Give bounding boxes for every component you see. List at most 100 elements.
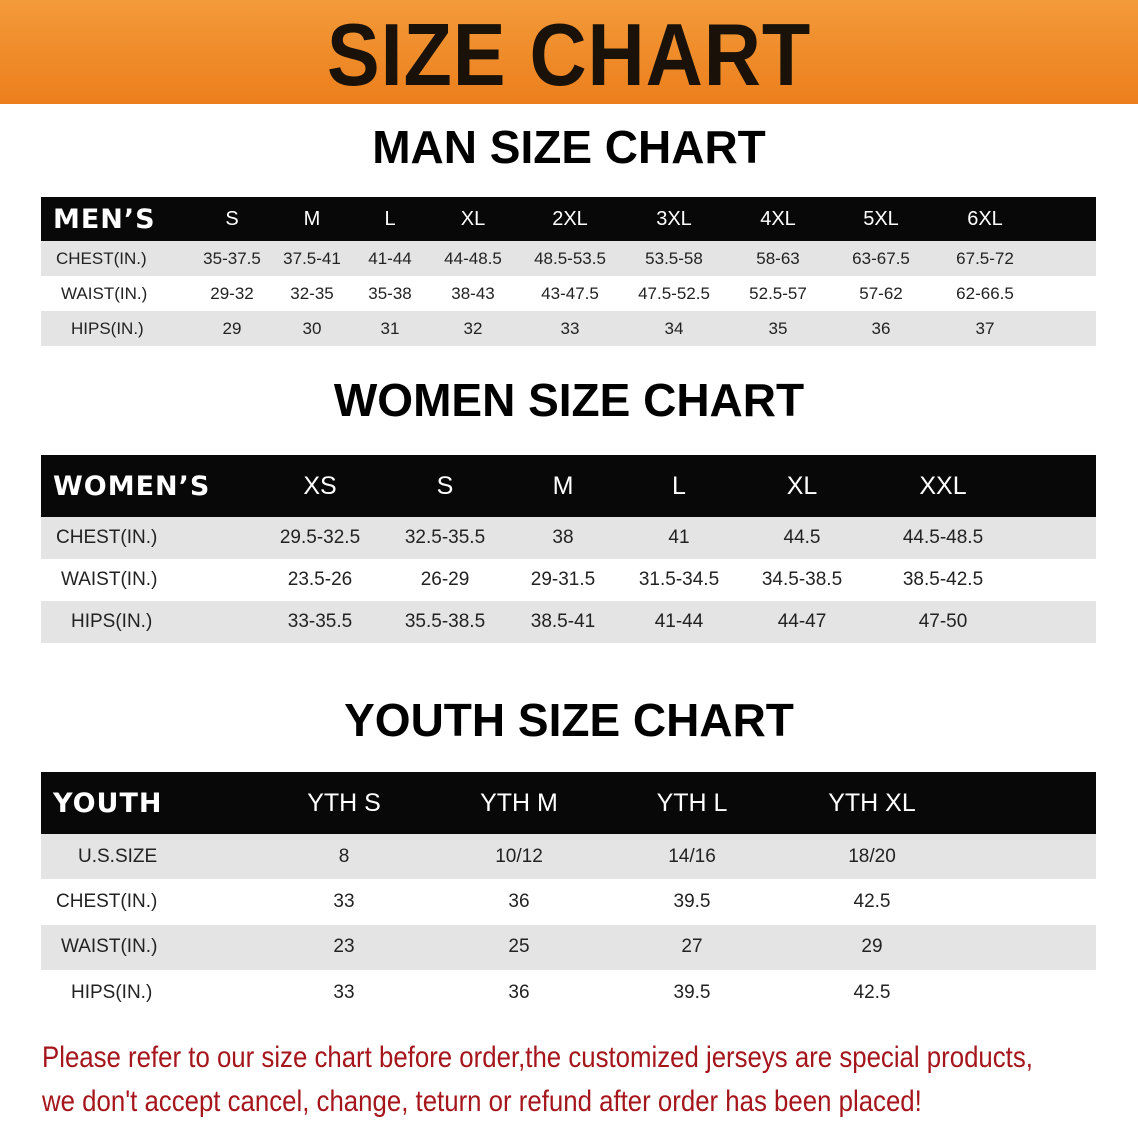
table-cell: 36: [871, 318, 891, 338]
table-cell: 42.5: [853, 890, 891, 912]
men-header-label: MEN’S: [53, 203, 156, 235]
order-notice: Please refer to our size chart before or…: [42, 1036, 1138, 1124]
table-cell: 30: [302, 318, 322, 338]
table-cell: 31.5-34.5: [638, 569, 720, 590]
size-column-header: YTH L: [656, 788, 728, 817]
table-cell: 37: [975, 318, 995, 338]
table-row: CHEST(IN.) 29.5-32.5 32.5-35.5 38 41 44.5 44.5…: [41, 517, 1096, 559]
row-label: HIPS(IN.): [71, 318, 144, 338]
table-cell: 34.5-38.5: [761, 569, 843, 590]
table-cell: 29: [222, 318, 242, 338]
size-chart-banner: SIZE CHART: [0, 0, 1138, 104]
men-header-row: MEN’S S M L XL 2XL 3XL 4XL 5XL 6XL: [41, 197, 1096, 241]
table-cell: 33-35.5: [287, 611, 353, 632]
size-column-header: 3XL: [656, 207, 692, 230]
size-column-header: XL: [460, 207, 486, 230]
table-cell: 36: [508, 981, 530, 1003]
size-column-header: L: [672, 471, 686, 500]
table-cell: 48.5-53.5: [534, 248, 606, 268]
size-column-header: YTH M: [480, 788, 558, 817]
notice-line-2: we don't accept cancel, change, teturn o…: [42, 1085, 922, 1118]
youth-header-label: YOUTH: [53, 787, 163, 819]
table-row: WAIST(IN.) 23.5-26 26-29 29-31.5 31.5-34.5 34…: [41, 559, 1096, 601]
table-cell: 23: [333, 936, 355, 958]
size-column-header: XXL: [919, 471, 967, 500]
table-cell: 35.5-38.5: [404, 611, 486, 632]
size-column-header: M: [552, 471, 574, 500]
row-label: WAIST(IN.): [61, 936, 158, 958]
size-column-header: S: [436, 471, 454, 500]
table-cell: 29-31.5: [530, 569, 596, 590]
table-cell: 41-44: [368, 248, 412, 268]
table-cell: 44.5-48.5: [902, 527, 984, 548]
women-section-title: WOMEN SIZE CHART: [333, 374, 805, 426]
table-cell: 58-63: [756, 248, 800, 268]
table-cell: 39.5: [673, 981, 711, 1003]
table-cell: 31: [380, 318, 400, 338]
table-cell: 44.5: [783, 527, 821, 548]
table-cell: 38-43: [451, 283, 495, 303]
table-cell: 63-67.5: [852, 248, 910, 268]
table-cell: 34: [664, 318, 684, 338]
table-cell: 44-47: [777, 611, 827, 632]
table-cell: 33: [333, 981, 355, 1003]
table-row: WAIST(IN.) 29-32 32-35 35-38 38-43 43-47.5 47.…: [41, 276, 1096, 311]
row-label: WAIST(IN.): [61, 569, 158, 590]
size-column-header: S: [225, 207, 239, 230]
table-cell: 23.5-26: [287, 569, 353, 590]
men-section-title: MAN SIZE CHART: [372, 121, 766, 173]
table-cell: 29.5-32.5: [279, 527, 361, 548]
size-column-header: L: [384, 207, 396, 230]
table-cell: 43-47.5: [541, 283, 599, 303]
table-cell: 10/12: [495, 845, 543, 867]
row-label: CHEST(IN.): [56, 527, 158, 548]
table-cell: 57-62: [859, 283, 903, 303]
table-cell: 62-66.5: [956, 283, 1014, 303]
size-column-header: XL: [786, 471, 818, 500]
table-cell: 47.5-52.5: [638, 283, 710, 303]
size-column-header: 4XL: [760, 207, 796, 230]
table-row: CHEST(IN.) 33 36 39.5 42.5: [41, 879, 1096, 924]
women-header-row: WOMEN’S XS S M L XL XXL: [41, 455, 1096, 517]
table-row: HIPS(IN.) 33-35.5 35.5-38.5 38.5-41 41-44 44-…: [41, 601, 1096, 643]
table-cell: 32: [463, 318, 483, 338]
table-cell: 67.5-72: [956, 248, 1014, 268]
table-cell: 53.5-58: [645, 248, 703, 268]
table-cell: 14/16: [668, 845, 716, 867]
table-cell: 47-50: [918, 611, 968, 632]
table-cell: 35-37.5: [203, 248, 261, 268]
table-cell: 41: [668, 527, 690, 548]
table-cell: 38.5-42.5: [902, 569, 984, 590]
youth-size-table: YOUTH YTH S YTH M YTH L YTH XL U.S.SIZE 8 10/12…: [41, 772, 1096, 1015]
table-cell: 32-35: [290, 283, 334, 303]
size-column-header: 6XL: [967, 207, 1003, 230]
table-cell: 29-32: [210, 283, 254, 303]
table-row: HIPS(IN.) 33 36 39.5 42.5: [41, 970, 931, 1015]
women-header-label: WOMEN’S: [53, 470, 211, 502]
table-cell: 35-38: [368, 283, 412, 303]
table-row: WAIST(IN.) 23 25 27 29: [41, 924, 1096, 970]
size-column-header: 5XL: [863, 207, 899, 230]
women-size-table: WOMEN’S XS S M L XL XXL CHEST(IN.) 29.5-32.5 32.5…: [41, 455, 1096, 643]
youth-section-title: YOUTH SIZE CHART: [344, 694, 794, 746]
size-column-header: M: [303, 207, 321, 230]
table-row: HIPS(IN.) 29 30 31 32 33 34 35 36 37: [41, 311, 1096, 346]
table-cell: 26-29: [420, 569, 470, 590]
table-cell: 52.5-57: [749, 283, 807, 303]
notice-line-1: Please refer to our size chart before or…: [42, 1041, 1033, 1074]
row-label: WAIST(IN.): [61, 283, 148, 303]
row-label: HIPS(IN.): [71, 611, 153, 632]
size-column-header: YTH XL: [828, 788, 916, 817]
size-column-header: YTH S: [307, 788, 381, 817]
table-row: CHEST(IN.) 35-37.5 37.5-41 41-44 44-48.5 48.5…: [41, 241, 1096, 276]
row-label: HIPS(IN.): [71, 981, 153, 1003]
table-cell: 27: [681, 936, 703, 958]
men-size-table: MEN’S S M L XL 2XL 3XL 4XL 5XL 6XL CHEST(IN.) 35-37…: [41, 197, 1096, 346]
size-column-header: XS: [303, 471, 337, 500]
table-row: U.S.SIZE 8 10/12 14/16 18/20: [41, 834, 1096, 880]
table-cell: 32.5-35.5: [404, 527, 486, 548]
size-column-header: 2XL: [552, 207, 588, 230]
table-cell: 42.5: [853, 981, 891, 1003]
page-title: SIZE CHART: [326, 5, 812, 104]
table-cell: 38.5-41: [530, 611, 596, 632]
